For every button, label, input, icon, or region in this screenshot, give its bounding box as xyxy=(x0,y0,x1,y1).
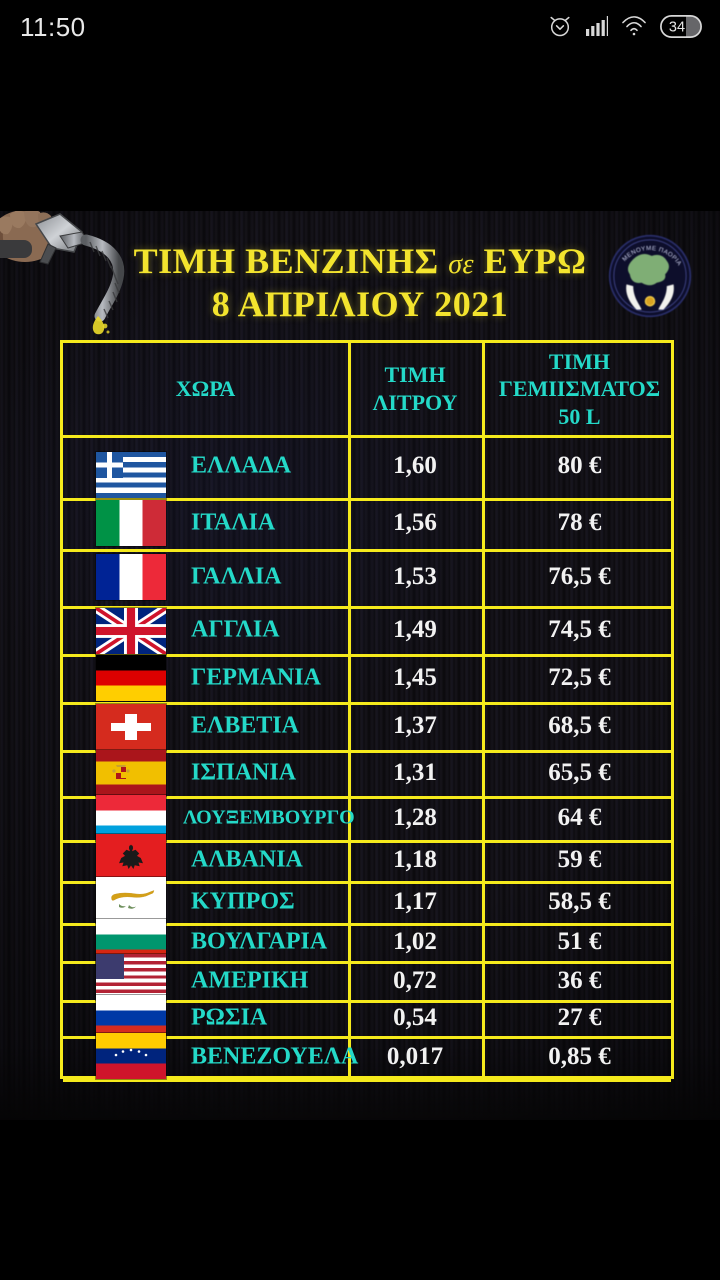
svg-text:34: 34 xyxy=(669,19,685,35)
